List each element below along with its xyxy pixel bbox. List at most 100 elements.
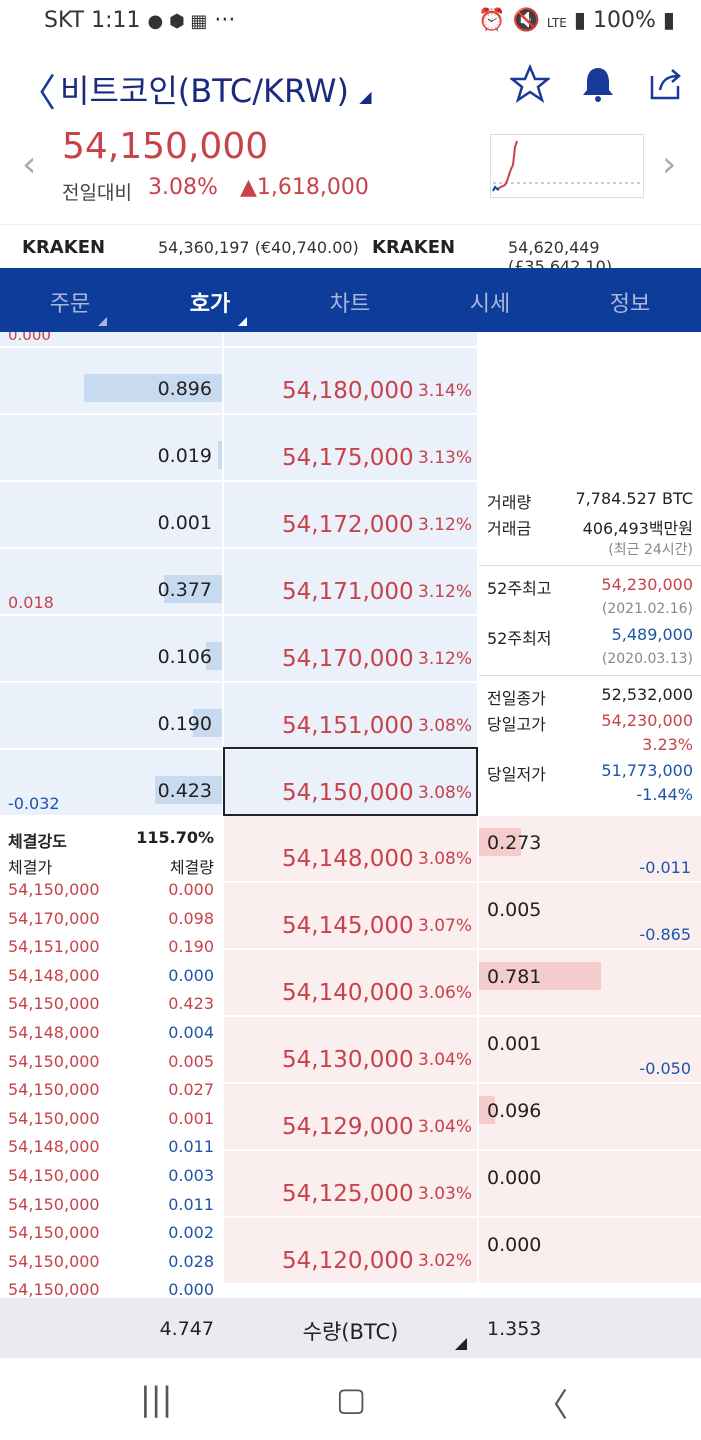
bid-row[interactable]: 54,125,000 3.03% 0.000 (224, 1151, 701, 1218)
trade-qty: 0.028 (168, 1251, 214, 1271)
ask-row[interactable]: 0.106 54,170,000 3.12% (0, 616, 701, 683)
ask-price-cell[interactable]: 54,170,000 3.12% (224, 616, 477, 681)
trade-price: 54,150,000 (8, 1051, 100, 1071)
back-icon[interactable]: 〈 (536, 1386, 569, 1424)
coin-title-selector[interactable]: 비트코인(BTC/KRW) ◢ (60, 66, 372, 112)
bid-delta: -0.050 (639, 1059, 691, 1078)
unit-dropdown-icon (455, 1338, 467, 1350)
ask-qty-cell: 0.896 (0, 348, 222, 413)
ask-price-cell[interactable]: 54,151,000 3.08% (224, 683, 477, 748)
tab-chart[interactable]: 차트 (329, 292, 371, 317)
ask-price-cell[interactable]: 54,171,000 3.12% (224, 549, 477, 614)
ask-row[interactable]: 0.377 0.018 54,171,000 3.12% (0, 549, 701, 616)
network-label: LTE (546, 16, 567, 30)
exchange-name: KRAKEN (22, 237, 106, 258)
prev-coin-icon[interactable]: ‹ (22, 144, 37, 185)
bid-qty-cell: 0.781 (479, 950, 701, 1015)
bid-qty-bar (479, 1096, 495, 1124)
bid-price-cell[interactable]: 54,130,000 3.04% (224, 1017, 477, 1082)
ask-row[interactable]: 0.019 54,175,000 3.13% (0, 415, 701, 482)
exchange-price: 54,360,197 (€40,740.00) (158, 238, 359, 257)
tab-orderbook[interactable]: 호가 (140, 286, 280, 326)
recent-apps-icon[interactable]: ||| (140, 1380, 173, 1418)
trade-row: 54,150,000 0.011 (8, 1195, 214, 1223)
partial-row-qty: 0.000 (8, 332, 51, 344)
tab-info[interactable]: 정보 (609, 292, 651, 317)
bid-price-cell[interactable]: 54,140,000 3.06% (224, 950, 477, 1015)
coin-title: 비트코인(BTC/KRW) (60, 72, 350, 110)
bid-qty: 0.000 (487, 1167, 542, 1189)
trade-qty: 0.423 (168, 994, 214, 1014)
battery-icon: ▮ (662, 8, 675, 33)
bid-qty-cell: 0.273 -0.011 (479, 816, 701, 881)
bid-price: 54,145,000 (282, 913, 414, 939)
ask-percent: 3.12% (418, 582, 473, 602)
ask-row[interactable]: 0.896 54,180,000 3.14% (0, 348, 701, 415)
ask-qty-bar (164, 575, 222, 603)
ask-price-cell[interactable]: 54,175,000 3.13% (224, 415, 477, 480)
tab-quotes[interactable]: 시세 (469, 292, 511, 317)
bid-delta: -0.011 (639, 858, 691, 877)
ask-qty-cell: 0.377 0.018 (0, 549, 222, 614)
bell-icon[interactable] (578, 64, 618, 104)
dropdown-triangle-icon: ◢ (359, 87, 372, 106)
bid-percent: 3.02% (418, 1251, 473, 1271)
ask-row[interactable]: 0.423 -0.032 54,150,000 3.08% (0, 750, 701, 817)
next-coin-icon[interactable]: › (662, 144, 677, 185)
ask-row[interactable]: 0.190 54,151,000 3.08% (0, 683, 701, 750)
bid-price-cell[interactable]: 54,145,000 3.07% (224, 883, 477, 948)
bid-price: 54,125,000 (282, 1181, 414, 1207)
bid-row[interactable]: 54,140,000 3.06% 0.781 (224, 950, 701, 1017)
home-icon[interactable]: ▢ (336, 1380, 367, 1418)
trade-qty: 0.003 (168, 1166, 214, 1185)
trade-qty: 0.027 (168, 1080, 214, 1100)
bid-price-cell[interactable]: 54,120,000 3.02% (224, 1218, 477, 1283)
change-amount: ▲1,618,000 (240, 175, 369, 200)
share-icon[interactable] (646, 64, 686, 104)
ask-total-qty: 4.747 (159, 1318, 214, 1340)
ask-price-cell[interactable]: 54,180,000 3.14% (224, 348, 477, 413)
recent-trades-panel: 체결강도 115.70% 체결가 체결량 54,150,000 0.000 54,1… (0, 816, 222, 1298)
change-percent: 3.08% (148, 175, 218, 200)
bid-price-cell[interactable]: 54,129,000 3.04% (224, 1084, 477, 1149)
ask-qty-bar (193, 709, 222, 737)
trade-row: 54,150,000 0.423 (8, 994, 214, 1022)
trade-price: 54,170,000 (8, 908, 100, 928)
ask-price-cell[interactable]: 54,150,000 3.08% (224, 750, 477, 815)
high52-value: 54,230,000 (601, 575, 693, 594)
trade-price: 54,151,000 (8, 937, 100, 957)
bid-row[interactable]: 54,145,000 3.07% 0.005 -0.865 (224, 883, 701, 950)
unit-label: 수량(BTC) (302, 1320, 399, 1344)
bid-row[interactable]: 54,148,000 3.08% 0.273 -0.011 (224, 816, 701, 883)
bid-row[interactable]: 54,129,000 3.04% 0.096 (224, 1084, 701, 1151)
bid-qty-bar (479, 828, 521, 856)
bid-percent: 3.08% (418, 849, 473, 869)
tab-order[interactable]: 주문 (0, 286, 140, 326)
ask-row[interactable]: 0.001 54,172,000 3.12% (0, 482, 701, 549)
order-book[interactable]: 0.000 0.896 54,180,000 3.14% 0.019 54,175,00… (0, 332, 701, 1298)
bid-price-cell[interactable]: 54,148,000 3.08% (224, 816, 477, 881)
volume-label: 거래량 (487, 493, 532, 512)
ask-qty: 0.423 (157, 780, 212, 802)
trade-qty: 0.000 (168, 880, 214, 899)
bid-qty: 0.001 (487, 1033, 542, 1055)
bid-price: 54,140,000 (282, 980, 414, 1006)
mini-chart[interactable] (490, 134, 644, 198)
trade-qty: 0.001 (168, 1108, 214, 1128)
ask-qty-cell: 0.001 (0, 482, 222, 547)
ask-price-cell[interactable]: 54,172,000 3.12% (224, 482, 477, 547)
bid-qty: 0.781 (487, 966, 542, 988)
divider (479, 675, 701, 676)
bid-price-cell[interactable]: 54,125,000 3.03% (224, 1151, 477, 1216)
ask-percent: 3.12% (418, 515, 473, 535)
bid-price: 54,148,000 (282, 846, 414, 872)
bid-row[interactable]: 54,120,000 3.02% 0.000 (224, 1218, 701, 1285)
bid-row[interactable]: 54,130,000 3.04% 0.001 -0.050 (224, 1017, 701, 1084)
exchange-name: KRAKEN (372, 237, 456, 258)
back-arrow-icon[interactable]: 〈 (18, 71, 57, 115)
trade-price-header: 체결가 (8, 858, 53, 877)
star-icon[interactable] (510, 64, 550, 104)
unit-selector[interactable]: 수량(BTC) (224, 1298, 477, 1358)
trade-price: 54,148,000 (8, 1137, 100, 1157)
trade-qty: 0.098 (168, 908, 214, 928)
